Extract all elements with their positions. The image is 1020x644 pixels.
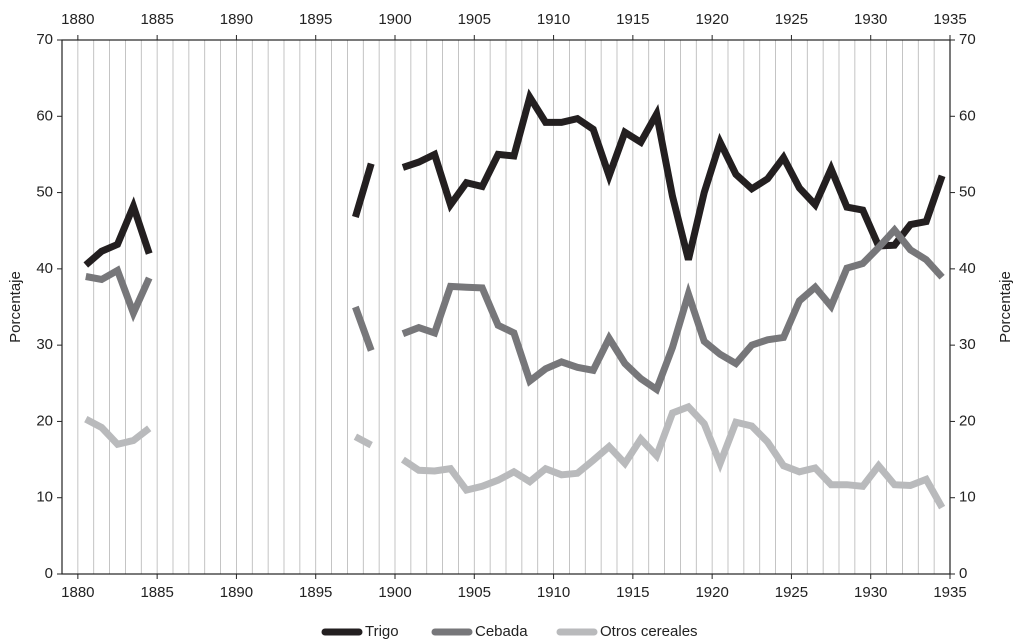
x-tick-label: 1895	[299, 584, 332, 601]
x-tick-label-top: 1895	[299, 11, 332, 28]
x-tick-label-top: 1915	[616, 11, 649, 28]
y2-tick-label: 50	[959, 184, 976, 201]
x-tick-label-top: 1880	[61, 11, 94, 28]
x-tick-label: 1915	[616, 584, 649, 601]
x-tick-label-top: 1925	[775, 11, 808, 28]
x-tick-label-top: 1905	[458, 11, 491, 28]
x-tick-label-top: 1920	[695, 11, 728, 28]
x-tick-label: 1885	[140, 584, 173, 601]
y-tick-label: 10	[36, 489, 53, 506]
y2-tick-label: 30	[959, 336, 976, 353]
y-tick-label: 50	[36, 184, 53, 201]
line-series	[85, 224, 945, 395]
y2-tick-label: 0	[959, 565, 967, 582]
x-tick-label: 1920	[695, 584, 728, 601]
y-tick-label: 60	[36, 107, 53, 124]
x-tick-label: 1910	[537, 584, 570, 601]
y-tick-label: 30	[36, 336, 53, 353]
x-tick-label: 1890	[220, 584, 253, 601]
x-tick-label: 1880	[61, 584, 94, 601]
x-tick-label-top: 1900	[378, 11, 411, 28]
x-tick-label-top: 1910	[537, 11, 570, 28]
y-tick-label: 40	[36, 260, 53, 277]
legend-label: Cebada	[475, 623, 528, 640]
x-tick-label: 1930	[854, 584, 887, 601]
y2-axis-label: Porcentaje	[997, 271, 1014, 343]
x-tick-label: 1905	[458, 584, 491, 601]
legend-label: Trigo	[365, 623, 399, 640]
x-tick-label-top: 1935	[933, 11, 966, 28]
plot-frame	[61, 39, 951, 575]
line-series	[84, 402, 946, 510]
y-tick-label: 20	[36, 412, 53, 429]
x-tick-label: 1900	[378, 584, 411, 601]
x-tick-label-top: 1890	[220, 11, 253, 28]
y2-tick-label: 60	[959, 107, 976, 124]
y2-tick-label: 40	[959, 260, 976, 277]
x-tick-label: 1935	[933, 584, 966, 601]
x-tick-label-top: 1930	[854, 11, 887, 28]
y-tick-label: 70	[36, 31, 53, 48]
line-series	[83, 88, 946, 268]
legend-label: Otros cereales	[600, 623, 698, 640]
x-tick-label: 1925	[775, 584, 808, 601]
y-tick-label: 0	[45, 565, 53, 582]
y-axis-label: Porcentaje	[7, 271, 24, 343]
x-tick-label-top: 1885	[140, 11, 173, 28]
y2-tick-label: 70	[959, 31, 976, 48]
y2-tick-label: 10	[959, 489, 976, 506]
y2-tick-label: 20	[959, 412, 976, 429]
